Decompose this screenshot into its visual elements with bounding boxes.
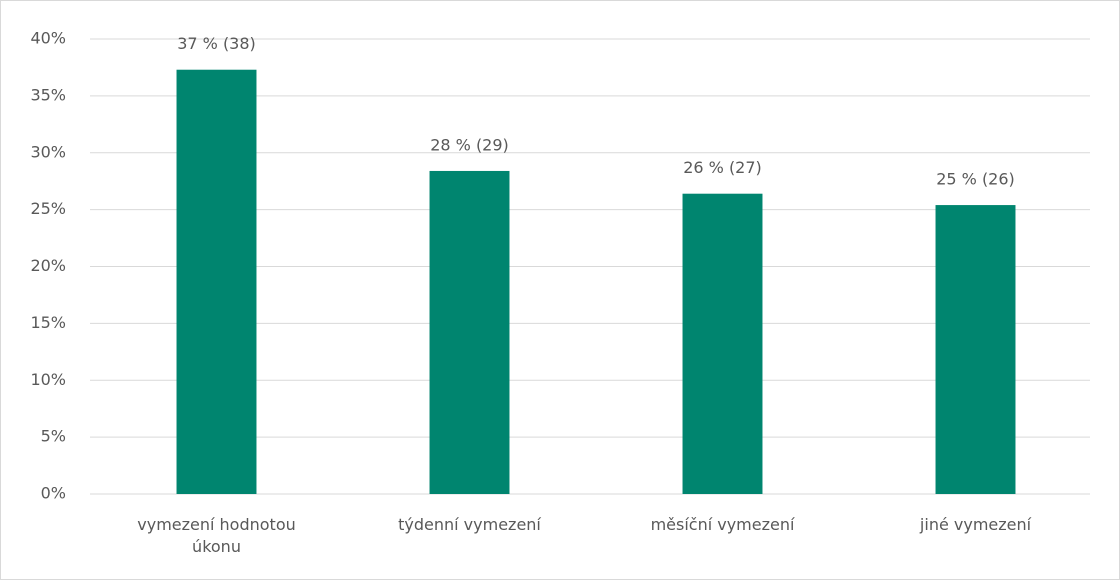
- data-label: 28 % (29): [430, 135, 509, 154]
- y-tick-label: 40%: [30, 29, 66, 48]
- bar: [935, 205, 1016, 494]
- y-tick-label: 20%: [30, 256, 66, 275]
- y-tick-label: 5%: [41, 427, 66, 446]
- bar: [176, 69, 257, 495]
- bar: [429, 170, 510, 494]
- x-tick-label: jiné vymezení: [919, 515, 1032, 534]
- data-label: 25 % (26): [936, 170, 1015, 189]
- bar: [682, 193, 763, 494]
- y-tick-label: 25%: [30, 199, 66, 218]
- y-tick-label: 10%: [30, 370, 66, 389]
- data-label: 37 % (38): [177, 34, 256, 53]
- x-tick-label: týdenní vymezení: [398, 515, 541, 534]
- x-tick-label: měsíční vymezení: [650, 515, 795, 534]
- x-tick-label: vymezení hodnotou úkonu: [137, 515, 296, 556]
- data-label: 26 % (27): [683, 158, 762, 177]
- y-tick-label: 30%: [30, 142, 66, 161]
- y-tick-label: 15%: [30, 313, 66, 332]
- y-tick-label: 0%: [41, 484, 66, 503]
- y-tick-label: 35%: [30, 85, 66, 104]
